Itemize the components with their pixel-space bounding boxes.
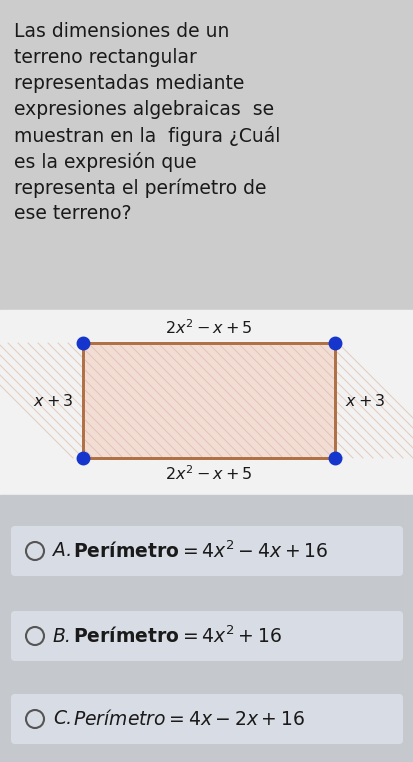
Text: $\mathbf{Perímetro} = 4x^2 + 16$: $\mathbf{Perímetro} = 4x^2 + 16$	[73, 626, 281, 647]
Text: C.: C.	[53, 709, 72, 728]
Bar	[0, 0, 413, 310]
Bar	[83, 343, 334, 458]
FancyBboxPatch shape	[11, 694, 402, 744]
Text: muestran en la  figura ¿Cuál: muestran en la figura ¿Cuál	[14, 126, 280, 146]
Text: Las dimensiones de un: Las dimensiones de un	[14, 22, 229, 41]
Bar	[83, 343, 334, 458]
Text: A.: A.	[53, 542, 72, 561]
Text: $x + 3$: $x + 3$	[33, 392, 73, 408]
Text: ese terreno?: ese terreno?	[14, 204, 131, 223]
Text: representa el perímetro de: representa el perímetro de	[14, 178, 266, 197]
Text: es la expresión que: es la expresión que	[14, 152, 196, 172]
Text: B.: B.	[53, 626, 72, 645]
Text: $\mathbf{Perímetro} = 4x^2 - 4x + 16$: $\mathbf{Perímetro} = 4x^2 - 4x + 16$	[73, 540, 327, 562]
Text: representadas mediante: representadas mediante	[14, 74, 244, 93]
Text: $2x^2 - x + 5$: $2x^2 - x + 5$	[165, 464, 252, 482]
Text: expresiones algebraicas  se: expresiones algebraicas se	[14, 100, 273, 119]
Text: $2x^2 - x + 5$: $2x^2 - x + 5$	[165, 319, 252, 337]
Text: terreno rectangular: terreno rectangular	[14, 48, 197, 67]
Bar	[0, 495, 413, 762]
Text: $Perímetro = 4x - 2x + 16$: $Perímetro = 4x - 2x + 16$	[73, 709, 304, 729]
Bar	[0, 310, 413, 495]
FancyBboxPatch shape	[11, 526, 402, 576]
Text: $x + 3$: $x + 3$	[344, 392, 385, 408]
FancyBboxPatch shape	[11, 611, 402, 661]
